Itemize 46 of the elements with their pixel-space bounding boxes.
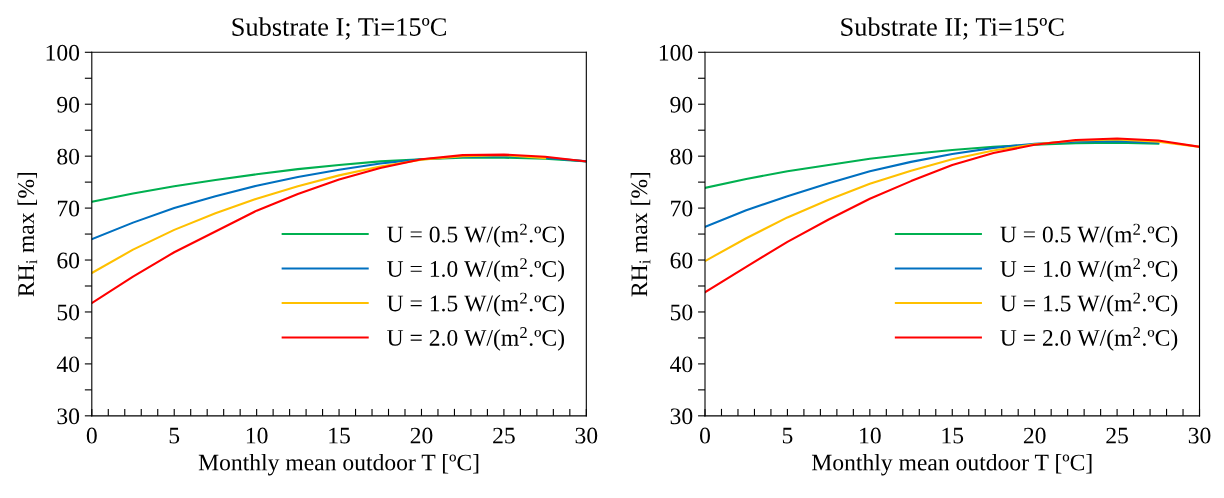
y-tick-label: 30 (57, 408, 80, 425)
y-tick-label: 70 (671, 200, 693, 217)
x-tick-label: 0 (86, 427, 97, 444)
x-tick-label: 25 (493, 427, 515, 444)
y-tick-label: 70 (57, 200, 80, 217)
chart-title: Substrate I; Ti=15ºC (232, 17, 446, 40)
x-tick-label: 10 (246, 427, 268, 444)
x-tick-label: 15 (942, 427, 964, 444)
line-series (705, 141, 1160, 189)
x-tick-label: 5 (782, 427, 793, 444)
x-tick-label: 20 (410, 427, 433, 444)
x-tick-label: 0 (700, 427, 710, 444)
x-tick-label: 30 (575, 427, 598, 444)
legend-label: U = 0.5 W/(m$^{2}$.ºC) (1000, 223, 1178, 248)
y-tick-label: 40 (670, 356, 693, 373)
x-axis-title: Monthly mean outdoor T [ºC] (811, 453, 1092, 476)
y-tick-label: 50 (670, 304, 693, 321)
legend-label: U = 2.0 W/(m$^{2}$.ºC) (1000, 327, 1178, 351)
x-tick-label: 10 (860, 427, 881, 444)
x-tick-label: 30 (1188, 427, 1211, 444)
y-tick-label: 30 (670, 408, 693, 425)
y-tick-label: 100 (46, 44, 80, 61)
y-tick-label: 50 (57, 304, 80, 321)
y-tick-label: 40 (56, 356, 80, 373)
legend-label: U = 1.0 W/(m$^{2}$.ºC) (387, 258, 565, 282)
y-axis-title: RH$_{i}$ max [%] (17, 172, 38, 297)
x-tick-label: 20 (1023, 427, 1046, 444)
x-tick-label: 25 (1106, 427, 1128, 444)
y-tick-label: 90 (57, 96, 80, 113)
y-tick-label: 80 (670, 148, 693, 165)
x-axis-title: Monthly mean outdoor T [ºC] (198, 453, 479, 476)
legend-label: U = 0.5 W/(m$^{2}$.ºC) (387, 223, 565, 248)
x-tick-label: 15 (329, 427, 350, 444)
y-tick-label: 60 (670, 252, 693, 269)
legend-label: U = 1.0 W/(m$^{2}$.ºC) (1000, 258, 1178, 282)
chart-title: Substrate II; Ti=15ºC (841, 17, 1064, 40)
line-series (705, 137, 1200, 294)
legend-label: U = 1.5 W/(m$^{2}$.ºC) (387, 292, 565, 317)
legend-label: U = 2.0 W/(m$^{2}$.ºC) (387, 327, 565, 351)
y-tick-label: 100 (659, 44, 693, 61)
legend-label: U = 1.5 W/(m$^{2}$.ºC) (1000, 292, 1178, 317)
y-axis-title: RH$_{i}$ max [%] (630, 172, 651, 297)
y-tick-label: 60 (57, 252, 80, 269)
x-tick-label: 5 (169, 427, 180, 444)
y-tick-label: 80 (57, 148, 80, 165)
y-tick-label: 90 (670, 96, 693, 113)
